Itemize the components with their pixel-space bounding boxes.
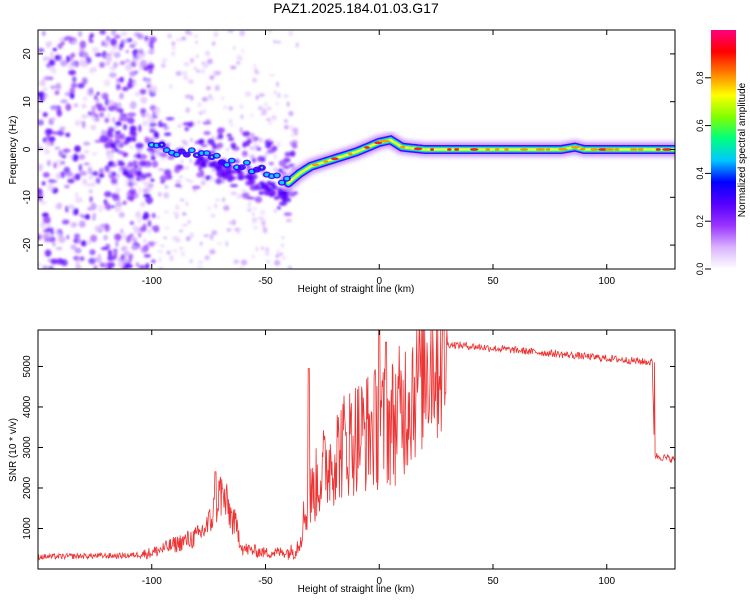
colorbar-tick-label: 0.8 xyxy=(695,72,705,85)
y-tick-label: 20 xyxy=(22,48,33,60)
y-tick-label: 4000 xyxy=(22,395,33,418)
y-tick-label: 0 xyxy=(22,146,33,152)
colorbar-tick-label: 0.0 xyxy=(695,263,705,276)
ridge-hotspots xyxy=(311,139,672,167)
x-tick-label: -100 xyxy=(142,276,162,287)
x-tick-label: 100 xyxy=(598,276,615,287)
colorbar-tick-label: 0.4 xyxy=(695,167,705,180)
colorbar-ticks: 0.0 0.2 0.4 0.6 0.8 xyxy=(695,72,711,276)
snr-x-ticks: -100 -50 0 50 100 xyxy=(142,330,616,587)
y-tick-label: 1000 xyxy=(22,517,33,540)
y-tick-label: 3000 xyxy=(22,436,33,459)
y-tick-label: 10 xyxy=(22,96,33,108)
x-tick-label: 50 xyxy=(487,576,499,587)
snr-series-line xyxy=(38,330,675,561)
colorbar: 0.0 0.2 0.4 0.6 0.8 Normalized spectral ampl… xyxy=(695,30,748,275)
spectrogram-y-label: Frequency (Hz) xyxy=(8,116,19,185)
y-tick-label: -20 xyxy=(22,237,33,252)
x-tick-label: -50 xyxy=(258,276,273,287)
snr-plot-area xyxy=(38,330,675,569)
snr-x-label: Height of straight line (km) xyxy=(298,584,415,595)
spectrogram-x-label: Height of straight line (km) xyxy=(298,284,415,295)
spectrogram-image xyxy=(38,30,675,269)
x-tick-label: 50 xyxy=(487,276,499,287)
x-tick-label: -50 xyxy=(258,576,273,587)
x-tick-label: 100 xyxy=(598,576,615,587)
scatter-noise xyxy=(38,30,299,269)
y-tick-label: 5000 xyxy=(22,355,33,378)
snr-panel: -100 -50 0 50 100 1000 2000 3000 4000 5000 Heigh… xyxy=(8,329,676,595)
colorbar-label: Normalized spectral amplitude xyxy=(737,82,748,217)
y-tick-label: -10 xyxy=(22,190,33,205)
x-tick-label: -100 xyxy=(142,576,162,587)
snr-y-ticks: 1000 2000 3000 4000 5000 xyxy=(22,355,675,540)
chart-title: PAZ1.2025.184.01.03.G17 xyxy=(273,0,439,16)
x-tick-label: 0 xyxy=(376,276,382,287)
colorbar-bar xyxy=(711,30,736,269)
colorbar-tick-label: 0.2 xyxy=(695,215,705,228)
x-tick-label: 0 xyxy=(376,576,382,587)
spectrogram-y-ticks: -20 -10 0 10 20 xyxy=(22,48,675,252)
colorbar-tick-label: 0.6 xyxy=(695,119,705,132)
spectrogram-x-ticks: -100 -50 0 50 100 xyxy=(142,30,616,287)
snr-frame xyxy=(37,329,676,570)
snr-y-label: SNR (10 * v/v) xyxy=(8,418,19,482)
y-tick-label: 2000 xyxy=(22,476,33,499)
